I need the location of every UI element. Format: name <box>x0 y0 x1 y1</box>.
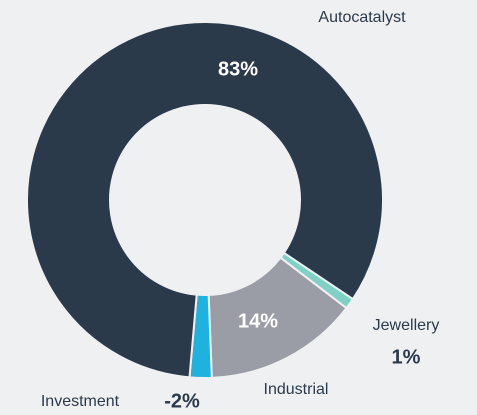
category-label: Industrial <box>264 381 329 398</box>
value-label: -2% <box>164 390 200 412</box>
category-label: Autocatalyst <box>318 9 406 26</box>
slice <box>26 21 384 379</box>
value-label: 83% <box>218 58 258 80</box>
value-label: 1% <box>392 346 421 368</box>
value-label: 14% <box>238 310 278 332</box>
category-label: Jewellery <box>373 317 440 334</box>
category-label: Investment <box>41 393 120 410</box>
